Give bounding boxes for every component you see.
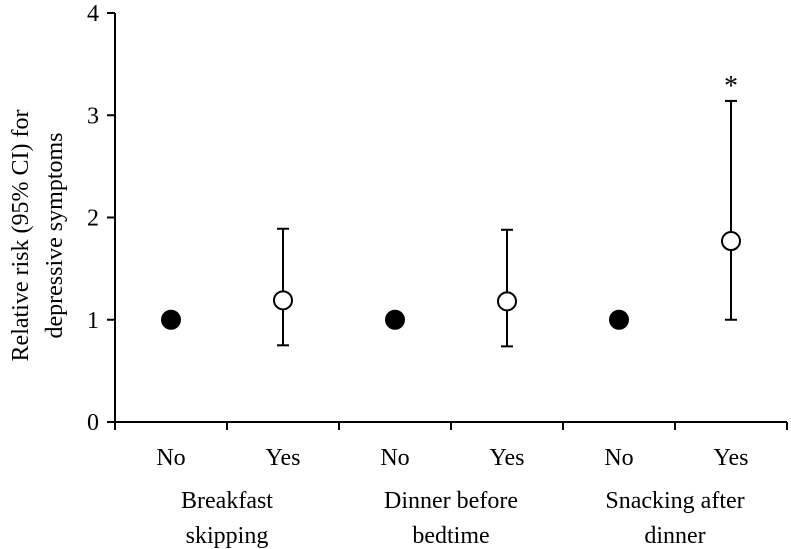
- x-tick-label: No: [380, 445, 409, 471]
- x-tick-label: Yes: [714, 445, 749, 471]
- data-point-open: [273, 290, 293, 311]
- significance-marker: *: [724, 71, 738, 102]
- data-point-filled: [385, 309, 405, 330]
- x-tick-label: Yes: [490, 445, 525, 471]
- group-label: bedtime: [412, 523, 489, 549]
- data-point-open: [497, 291, 517, 312]
- group-label: skipping: [186, 523, 269, 549]
- data-point-filled: [609, 309, 629, 330]
- data-point-open: [721, 231, 741, 252]
- group-label: dinner: [644, 523, 705, 549]
- x-tick-label: No: [604, 445, 633, 471]
- group-label: Snacking after: [605, 488, 744, 514]
- y-tick-label: 2: [87, 206, 99, 232]
- x-tick-label: No: [156, 445, 185, 471]
- y-tick-label: 3: [87, 103, 99, 129]
- y-tick-label: 1: [87, 308, 99, 334]
- x-tick-label: Yes: [266, 445, 301, 471]
- y-axis-title: Relative risk (95% CI) for: [8, 110, 34, 362]
- y-axis-title: depressive symptoms: [42, 133, 68, 339]
- group-label: Breakfast: [181, 488, 273, 514]
- data-point-filled: [161, 309, 181, 330]
- group-label: Dinner before: [384, 488, 518, 514]
- y-tick-label: 4: [87, 1, 99, 27]
- y-tick-label: 0: [87, 410, 99, 436]
